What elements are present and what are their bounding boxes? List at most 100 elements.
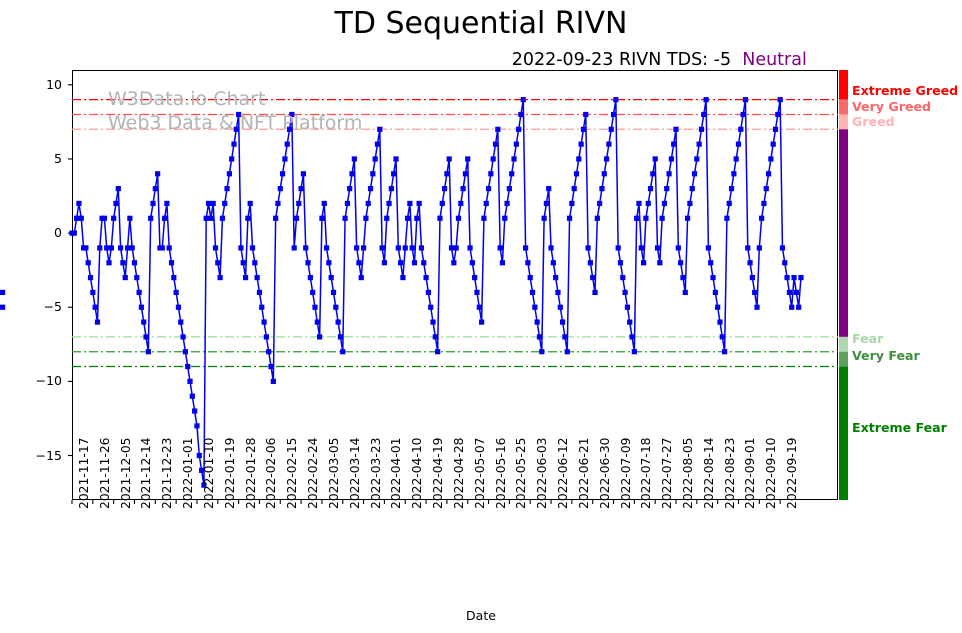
data-point-marker bbox=[786, 289, 792, 296]
data-point-marker bbox=[754, 304, 760, 310]
y-tick-label: 10 bbox=[46, 76, 62, 92]
zone-bar-extreme-fear bbox=[839, 366, 848, 500]
data-point-marker bbox=[0, 304, 6, 310]
data-point-marker bbox=[534, 319, 540, 325]
data-point-marker bbox=[328, 274, 334, 281]
data-point-marker bbox=[421, 260, 427, 266]
data-point-marker bbox=[159, 245, 165, 251]
data-point-marker bbox=[222, 200, 228, 207]
data-point-marker bbox=[423, 274, 429, 281]
data-point-marker bbox=[590, 274, 596, 281]
data-point-marker bbox=[747, 260, 753, 266]
x-tick-label: 2022-02-15 bbox=[285, 437, 300, 509]
x-tick-label: 2022-05-25 bbox=[514, 437, 529, 509]
data-point-marker bbox=[384, 215, 390, 221]
data-point-marker bbox=[319, 215, 325, 221]
x-tick-label: 2022-04-28 bbox=[451, 437, 466, 509]
data-point-marker bbox=[608, 126, 614, 132]
data-point-marker bbox=[238, 245, 244, 251]
data-point-marker bbox=[71, 230, 77, 236]
data-point-marker bbox=[536, 334, 543, 340]
data-point-marker bbox=[504, 200, 510, 207]
data-point-marker bbox=[282, 156, 288, 162]
data-point-marker bbox=[502, 215, 508, 221]
data-point-marker bbox=[129, 245, 135, 251]
data-point-marker bbox=[789, 304, 795, 310]
data-point-marker bbox=[210, 200, 216, 207]
data-point-marker bbox=[284, 141, 290, 147]
data-point-marker bbox=[476, 304, 482, 310]
data-point-marker bbox=[435, 349, 441, 355]
data-point-marker bbox=[439, 200, 445, 207]
data-point-marker bbox=[647, 186, 654, 192]
x-tick-label: 2022-02-24 bbox=[306, 437, 321, 509]
data-point-marker bbox=[208, 215, 214, 221]
data-point-marker bbox=[698, 126, 705, 132]
data-point-marker bbox=[330, 289, 337, 296]
data-point-marker bbox=[641, 260, 647, 266]
data-point-marker bbox=[550, 260, 556, 266]
watermark-line-1: W3Data.io Chart bbox=[108, 88, 266, 110]
data-point-marker bbox=[606, 141, 612, 147]
data-point-marker bbox=[548, 245, 554, 251]
data-point-marker bbox=[610, 111, 617, 118]
data-point-marker bbox=[333, 304, 339, 310]
data-point-marker bbox=[654, 245, 661, 251]
data-point-marker bbox=[360, 245, 367, 251]
data-point-marker bbox=[680, 274, 686, 281]
data-point-marker bbox=[236, 111, 242, 118]
watermark-line-2: Web3 Data & NFT Platform bbox=[108, 112, 363, 134]
data-point-marker bbox=[298, 186, 304, 192]
data-point-marker bbox=[562, 334, 568, 340]
data-point-marker bbox=[525, 260, 531, 266]
data-point-marker bbox=[168, 260, 175, 266]
data-point-marker bbox=[529, 289, 536, 296]
data-point-marker bbox=[627, 319, 633, 325]
data-point-marker bbox=[178, 319, 184, 325]
x-tick-label: 2022-06-03 bbox=[535, 437, 550, 509]
data-point-marker bbox=[115, 186, 121, 192]
y-tick-label: 5 bbox=[54, 150, 62, 166]
data-point-marker bbox=[291, 245, 297, 251]
data-point-marker bbox=[138, 304, 145, 310]
data-point-marker bbox=[708, 260, 714, 266]
data-point-marker bbox=[414, 215, 420, 221]
data-point-marker bbox=[428, 304, 434, 310]
data-point-marker bbox=[240, 260, 246, 266]
data-point-marker bbox=[122, 274, 128, 281]
data-point-marker bbox=[203, 215, 209, 221]
data-point-marker bbox=[664, 186, 670, 192]
data-point-marker bbox=[622, 289, 628, 296]
data-point-marker bbox=[678, 260, 684, 266]
latest-value-annotation: 2022-09-23 RIVN TDS: -5 Neutral bbox=[512, 50, 807, 70]
zone-label-extreme-greed: Extreme Greed bbox=[852, 82, 959, 98]
data-point-marker bbox=[446, 156, 452, 162]
data-point-marker bbox=[573, 171, 580, 177]
x-tick-label: 2021-12-14 bbox=[139, 437, 154, 509]
data-point-marker bbox=[164, 200, 170, 207]
data-point-marker bbox=[215, 260, 221, 266]
data-point-marker bbox=[407, 200, 413, 207]
data-point-marker bbox=[226, 171, 232, 177]
data-point-marker bbox=[303, 245, 309, 251]
data-point-marker bbox=[261, 319, 267, 325]
data-point-marker bbox=[90, 289, 96, 296]
zone-label-fear: Fear bbox=[852, 330, 884, 346]
data-point-marker bbox=[136, 289, 142, 296]
data-point-marker bbox=[425, 289, 431, 296]
data-point-marker bbox=[229, 156, 235, 162]
data-point-marker bbox=[603, 156, 610, 162]
x-tick-label: 2022-08-23 bbox=[722, 437, 737, 509]
data-point-marker bbox=[143, 334, 149, 340]
x-tick-label: 2022-06-12 bbox=[556, 437, 571, 509]
x-tick-label: 2021-12-05 bbox=[118, 437, 133, 509]
data-point-marker bbox=[793, 289, 799, 296]
data-point-marker bbox=[499, 260, 506, 266]
data-point-marker bbox=[728, 186, 735, 192]
data-point-marker bbox=[726, 200, 732, 207]
data-point-marker bbox=[682, 289, 688, 296]
zone-label-very-greed: Very Greed bbox=[852, 98, 932, 114]
data-point-marker bbox=[777, 97, 783, 103]
data-point-marker bbox=[416, 200, 422, 207]
y-tick-label: −10 bbox=[35, 373, 62, 389]
